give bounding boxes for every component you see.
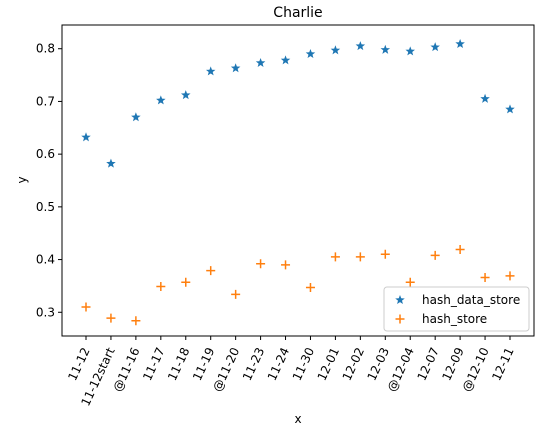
data-point-star [255, 57, 266, 67]
x-tick-label: 11-18 [165, 345, 192, 383]
x-tick-label: 11-12 [65, 345, 92, 383]
data-point-star [280, 55, 291, 65]
legend-marker-star [395, 295, 405, 305]
legend-label: hash_store [422, 312, 487, 326]
data-point-star [230, 63, 241, 73]
data-point-plus [256, 259, 266, 269]
data-point-plus [131, 316, 141, 326]
data-point-plus [206, 266, 216, 276]
data-point-plus [355, 252, 365, 262]
data-point-plus [330, 252, 340, 262]
y-tick-label: 0.4 [36, 253, 55, 267]
chart-title: Charlie [273, 5, 322, 21]
data-point-star [355, 41, 366, 51]
x-tick-label: 12-01 [315, 345, 342, 383]
data-point-plus [81, 302, 91, 312]
x-tick-label: 12-07 [414, 345, 441, 383]
x-tick-label: 12-02 [340, 345, 367, 383]
x-tick-label: 12-11 [489, 345, 516, 383]
data-point-plus [106, 313, 116, 323]
legend-marker-plus [395, 314, 405, 324]
data-point-star [131, 112, 141, 122]
legend-box [383, 286, 530, 332]
y-axis-label: y [15, 176, 29, 183]
plot-frame [61, 24, 535, 337]
data-point-star [405, 46, 415, 56]
data-point-star [430, 42, 440, 52]
data-point-plus [405, 277, 415, 287]
y-tick-label: 0.3 [36, 305, 55, 319]
data-point-star [106, 158, 116, 168]
y-tick-label: 0.8 [36, 42, 55, 56]
x-tick-label: 12-03 [365, 345, 392, 383]
data-point-plus [181, 277, 191, 287]
data-point-star [81, 132, 91, 142]
data-point-plus [480, 272, 490, 282]
legend: hash_data_store hash_store [383, 286, 530, 332]
x-tick-label: 12-09 [439, 345, 466, 383]
x-tick-label: 11-23 [240, 345, 267, 383]
data-point-plus [505, 271, 515, 281]
data-point-star [480, 93, 490, 103]
data-point-star [181, 90, 191, 100]
y-tick-label: 0.5 [36, 200, 55, 214]
data-point-star [305, 48, 316, 59]
data-point-plus [156, 281, 166, 291]
x-tick-label: 11-19 [190, 345, 217, 383]
x-tick-label: 11-30 [290, 345, 317, 383]
data-point-plus [455, 245, 465, 255]
data-point-star [330, 45, 341, 55]
data-point-plus [430, 250, 440, 260]
data-point-plus [305, 283, 315, 293]
data-point-star [205, 66, 216, 76]
data-point-plus [231, 289, 241, 299]
data-points [81, 38, 515, 326]
data-point-plus [380, 249, 390, 259]
x-axis-label: x [294, 412, 301, 426]
x-axis: 11-1211-12start@11-1611-1711-1811-19@11-… [65, 336, 517, 408]
y-tick-label: 0.6 [36, 147, 55, 161]
data-point-star [156, 95, 166, 105]
y-axis: 0.3 0.4 0.5 0.6 0.7 0.8 [36, 42, 62, 319]
data-point-star [505, 104, 515, 114]
data-point-plus [281, 260, 291, 270]
legend-label: hash_data_store [422, 293, 520, 307]
data-point-star [380, 44, 391, 54]
x-tick-label: 11-24 [265, 345, 292, 383]
data-point-star [455, 38, 465, 49]
x-tick-label: 11-17 [140, 345, 167, 383]
y-tick-label: 0.7 [36, 94, 55, 108]
